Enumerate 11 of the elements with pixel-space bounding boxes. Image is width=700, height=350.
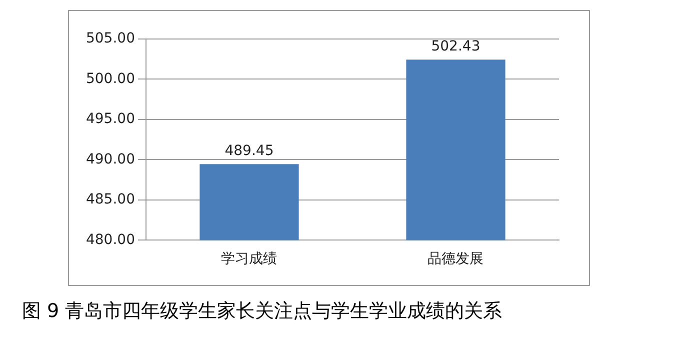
y-tick-label: 495.00 (86, 111, 135, 128)
text: 图 9 青岛市四年级学生家长关注点与学生学业成绩的关系 (22, 299, 502, 324)
y-tick-label: 505.00 (86, 30, 135, 47)
data-label: 502.43 (431, 38, 480, 54)
y-tick-label: 490.00 (86, 151, 135, 168)
data-label: 489.45 (224, 142, 274, 159)
y-tick-label: 485.00 (86, 192, 135, 208)
x-tick-label: 学习成绩 (221, 251, 278, 268)
y-tick-label: 500.00 (86, 70, 135, 87)
y-tick-label: 480.00 (86, 232, 135, 248)
x-tick-label: 品德发展 (428, 251, 484, 268)
